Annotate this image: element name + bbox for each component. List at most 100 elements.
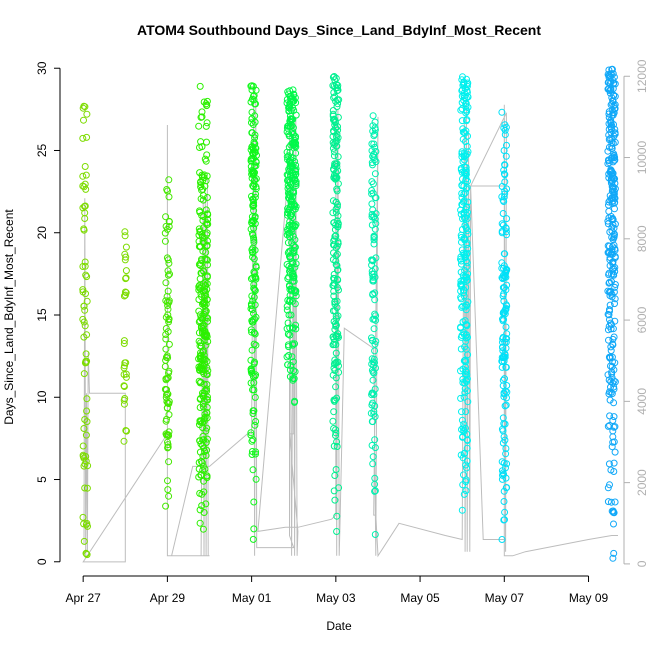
data-point xyxy=(332,466,340,473)
data-point xyxy=(201,410,209,418)
data-point xyxy=(462,170,470,178)
data-point xyxy=(162,356,170,364)
data-point xyxy=(292,143,300,151)
data-point xyxy=(83,395,91,403)
data-point xyxy=(370,150,378,158)
data-point xyxy=(611,283,619,291)
data-point xyxy=(164,271,172,279)
data-point xyxy=(329,417,337,425)
data-point xyxy=(462,321,470,328)
data-point xyxy=(368,147,376,155)
data-point xyxy=(286,158,294,166)
data-point xyxy=(120,382,128,390)
data-point xyxy=(611,80,619,88)
data-point xyxy=(248,437,256,445)
data-point xyxy=(165,298,173,306)
data-point xyxy=(250,180,258,188)
data-point xyxy=(249,407,257,415)
data-point xyxy=(607,319,615,327)
secondary-y-tick-label: 4000 xyxy=(635,388,649,415)
data-point xyxy=(460,330,468,338)
data-point xyxy=(202,292,210,300)
data-point xyxy=(197,395,204,402)
data-point xyxy=(503,382,511,389)
data-point xyxy=(331,496,339,504)
data-point xyxy=(498,536,506,543)
data-point xyxy=(292,260,300,268)
data-point xyxy=(247,163,255,171)
data-point xyxy=(249,171,257,179)
data-point xyxy=(196,82,204,90)
data-point xyxy=(369,161,376,169)
data-point xyxy=(199,176,207,184)
data-point xyxy=(252,313,260,321)
data-point xyxy=(605,249,613,257)
data-point xyxy=(248,82,256,90)
data-point xyxy=(289,86,297,94)
x-tick-label: May 05 xyxy=(400,591,440,605)
data-point xyxy=(249,146,257,153)
data-point xyxy=(330,89,338,96)
data-point xyxy=(604,71,612,78)
data-point xyxy=(247,356,255,364)
data-point xyxy=(332,321,340,329)
data-point xyxy=(200,239,208,247)
data-point xyxy=(498,458,506,466)
data-point xyxy=(164,441,172,449)
data-point xyxy=(333,438,341,446)
data-point xyxy=(462,106,470,114)
data-point xyxy=(610,423,618,431)
secondary-series-line xyxy=(82,88,618,563)
data-point xyxy=(291,243,299,251)
data-point xyxy=(163,404,171,412)
data-point xyxy=(196,227,204,235)
data-point xyxy=(284,249,292,257)
data-point xyxy=(501,171,509,179)
data-point xyxy=(201,360,209,368)
data-point xyxy=(164,256,172,264)
data-point xyxy=(252,100,259,108)
data-point xyxy=(502,338,510,346)
data-point xyxy=(252,275,260,283)
data-point xyxy=(122,253,130,261)
data-point xyxy=(332,432,339,439)
data-point xyxy=(80,318,88,326)
data-point xyxy=(458,190,466,197)
data-point xyxy=(198,459,206,467)
data-point xyxy=(330,249,337,257)
data-point xyxy=(458,181,466,189)
data-point xyxy=(463,257,470,265)
data-point xyxy=(335,368,343,376)
data-point xyxy=(123,427,130,435)
data-point xyxy=(461,236,469,244)
data-point xyxy=(284,275,292,283)
data-point xyxy=(460,169,468,177)
data-point xyxy=(463,436,471,444)
data-point xyxy=(333,187,341,195)
data-point xyxy=(500,124,508,132)
data-point xyxy=(606,301,614,309)
data-point xyxy=(501,272,509,280)
data-point xyxy=(251,421,259,429)
data-point xyxy=(371,487,379,495)
data-point xyxy=(463,464,470,472)
data-point xyxy=(501,161,509,169)
data-point xyxy=(460,78,468,86)
data-point xyxy=(370,325,378,333)
data-point xyxy=(334,113,342,121)
data-point xyxy=(502,152,510,160)
data-point xyxy=(251,330,259,338)
data-point xyxy=(610,230,618,238)
data-point xyxy=(498,467,506,475)
data-point xyxy=(372,312,380,320)
data-point xyxy=(503,185,511,193)
data-point xyxy=(203,472,211,480)
data-point xyxy=(248,302,255,310)
data-point xyxy=(462,358,470,366)
data-point xyxy=(121,232,129,240)
data-point xyxy=(371,444,379,452)
data-point xyxy=(609,417,617,424)
data-point xyxy=(248,119,255,127)
data-point xyxy=(165,217,173,225)
data-point xyxy=(329,82,337,90)
